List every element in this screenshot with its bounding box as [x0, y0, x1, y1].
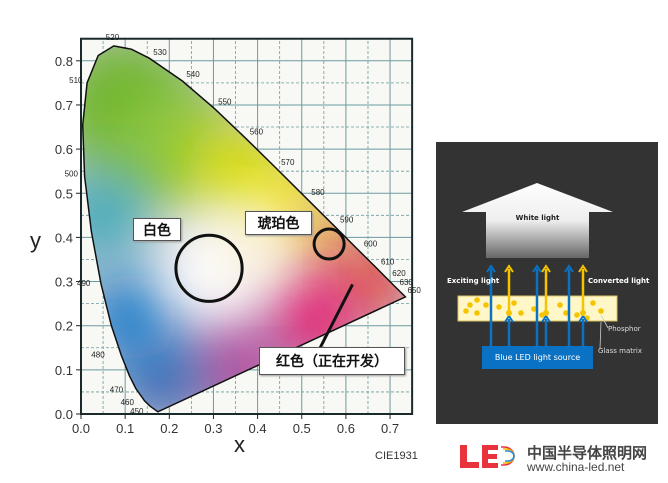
- wavelength-label: 510: [69, 76, 83, 85]
- x-tick-label: 0.2: [160, 421, 178, 436]
- label-red: 红色（正在开发）: [259, 347, 405, 375]
- spectral-locus: [81, 45, 407, 413]
- blue-arrow-head: [532, 264, 542, 273]
- phosphor-particle: [511, 300, 517, 306]
- wavelength-label: 560: [250, 127, 264, 136]
- phosphor-particle: [531, 306, 537, 312]
- amber-region-circle: [312, 227, 346, 261]
- y-tick-label: 0.1: [55, 363, 73, 378]
- wavelength-label: 570: [281, 158, 295, 167]
- wavelength-label: 530: [153, 48, 167, 57]
- wavelength-label: 520: [106, 33, 120, 42]
- wavelength-label: 480: [91, 350, 105, 359]
- phosphor-particle: [483, 302, 489, 308]
- x-tick-label: 0.5: [293, 421, 311, 436]
- phosphor-label: Phosphor: [608, 325, 641, 333]
- blue-led-source: [482, 346, 593, 369]
- x-tick-label: 0.1: [116, 421, 134, 436]
- phosphor-particle: [557, 302, 563, 308]
- white-light-arrow: [462, 183, 613, 258]
- wavelength-label: 620: [392, 269, 406, 278]
- logo-name: 中国半导体照明网: [527, 444, 648, 462]
- wavelength-label: 650: [408, 286, 422, 295]
- logo-letter-d-stripe: [505, 450, 515, 462]
- phosphor-particle: [563, 310, 569, 316]
- phosphor-particle: [590, 300, 596, 306]
- wavelength-label: 550: [218, 97, 232, 106]
- logo-letter-l: [460, 445, 479, 468]
- x-axis-label: x: [234, 432, 245, 457]
- wavelength-label: 630: [400, 278, 414, 287]
- wavelength-label: 470: [110, 385, 124, 394]
- yellow-arrow-head: [504, 264, 514, 273]
- glass-matrix-pointer: [599, 321, 602, 350]
- logo-url: www.china-led.net: [527, 460, 625, 474]
- logo-letter-e: [482, 445, 498, 468]
- x-tick-label: 0.7: [381, 421, 399, 436]
- phosphor-particle: [518, 310, 524, 316]
- x-tick-label: 0.3: [204, 421, 222, 436]
- y-tick-label: 0.5: [55, 186, 73, 201]
- phosphor-particle: [474, 297, 480, 303]
- wavelength-label: 610: [381, 258, 395, 267]
- label-amber: 琥珀色: [245, 211, 312, 235]
- red-pointer-line: [318, 283, 354, 349]
- excited-phosphor: [580, 310, 586, 316]
- white-light-label: White light: [515, 214, 560, 222]
- phosphor-particle: [463, 308, 469, 314]
- y-tick-label: 0.2: [55, 319, 73, 334]
- phosphor-pointer: [600, 314, 609, 329]
- y-tick-label: 0.8: [55, 54, 73, 69]
- phosphor-particle: [467, 302, 473, 308]
- wavelength-label: 500: [65, 169, 79, 178]
- y-tick-label: 0.7: [55, 98, 73, 113]
- gamut-color-blob: [82, 170, 149, 261]
- blue-led-source-label: Blue LED light source: [494, 353, 581, 362]
- x-tick-label: 0.6: [337, 421, 355, 436]
- x-tick-label: 0.0: [72, 421, 90, 436]
- phosphor-particle: [496, 304, 502, 310]
- y-axis-label: y: [30, 228, 41, 253]
- wavelength-label: 490: [77, 279, 91, 288]
- y-tick-label: 0.6: [55, 142, 73, 157]
- label-white: 白色: [133, 218, 181, 241]
- y-tick-label: 0.0: [55, 407, 73, 422]
- blue-arrow-head: [486, 264, 496, 273]
- wavelength-label: 580: [311, 188, 325, 197]
- phosphor-particle: [598, 308, 604, 314]
- phosphor-particle: [474, 310, 480, 316]
- y-tick-label: 0.3: [55, 275, 73, 290]
- excited-phosphor: [506, 310, 512, 316]
- plot-frame: [80, 37, 414, 415]
- white-region-circle: [174, 233, 244, 303]
- y-tick-label: 0.4: [55, 230, 73, 245]
- yellow-arrow-head: [541, 264, 551, 273]
- excited-phosphor: [543, 310, 549, 316]
- wavelength-label: 600: [364, 240, 378, 249]
- x-tick-label: 0.4: [249, 421, 267, 436]
- phosphor-particle: [574, 312, 580, 318]
- blue-arrow-head: [564, 264, 574, 273]
- yellow-arrow-head: [578, 264, 588, 273]
- cie-caption: CIE1931: [375, 450, 418, 462]
- exciting-light-label: Exciting light: [447, 277, 500, 285]
- wavelength-label: 460: [121, 398, 135, 407]
- wavelength-label: 540: [186, 70, 200, 79]
- glass-matrix-label: Glass matrix: [598, 347, 642, 355]
- wavelength-label: 450: [130, 407, 144, 416]
- converted-light-label: Converted light: [588, 277, 650, 285]
- wavelength-label: 590: [340, 216, 354, 225]
